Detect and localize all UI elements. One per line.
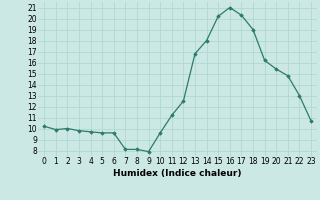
X-axis label: Humidex (Indice chaleur): Humidex (Indice chaleur) — [113, 169, 242, 178]
